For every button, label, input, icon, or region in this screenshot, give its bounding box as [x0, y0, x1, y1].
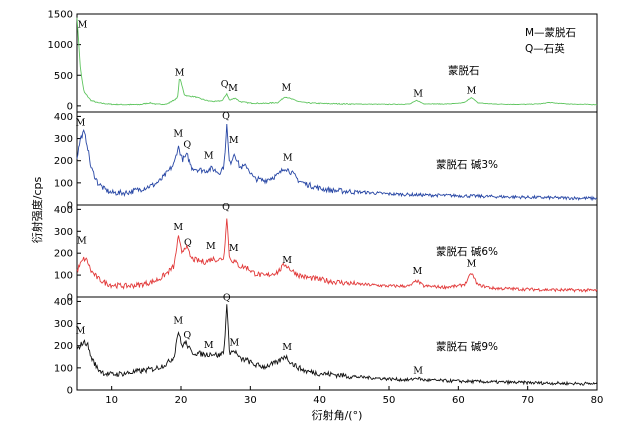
peak-label-3-4: Q: [223, 292, 231, 303]
peak-label-2-0: M: [77, 235, 87, 246]
y-tick-label-1-1: 100: [54, 178, 73, 189]
x-axis: 10 20 30 40 50 60 70 80: [105, 386, 603, 406]
series-line-0: [76, 17, 598, 106]
panel-label-0: 蒙脱石: [448, 64, 480, 77]
peak-label-0-6: M: [467, 86, 477, 97]
y-tick-label-0-1: 500: [54, 71, 73, 82]
peak-label-1-2: Q: [183, 139, 191, 150]
x-tick-label-4: 50: [383, 395, 396, 406]
y-tick-label-0-0: 0: [67, 101, 73, 112]
y-tick-label-3-1: 100: [54, 363, 73, 374]
peak-label-3-5: M: [230, 338, 240, 349]
y-tick-label-2-2: 200: [54, 249, 73, 260]
panel-label-2: 蒙脱石 碱6%: [436, 245, 498, 258]
peak-label-1-1: M: [173, 128, 183, 139]
panel-label-1: 蒙脱石 碱3%: [436, 158, 498, 171]
peak-label-0-1: M: [175, 67, 185, 78]
y-tick-label-3-3: 300: [54, 319, 73, 330]
x-tick-label-6: 70: [521, 395, 534, 406]
peak-label-0-2: Q: [221, 79, 229, 90]
peak-label-1-4: Q: [222, 111, 230, 122]
y-tick-label-2-1: 100: [54, 271, 73, 282]
panel-frame-0: [76, 13, 598, 113]
peak-label-2-7: M: [413, 266, 423, 277]
peak-label-0-4: M: [282, 82, 292, 93]
peak-label-0-0: M: [78, 19, 88, 30]
y-axis-title: 衍射强度/cps: [30, 176, 44, 243]
peak-label-3-3: M: [204, 340, 214, 351]
peak-label-3-0: M: [76, 326, 86, 337]
peak-label-2-8: M: [467, 258, 477, 269]
series-line-3: [76, 304, 598, 386]
y-tick-label-1-2: 200: [54, 156, 73, 167]
y-tick-label-3-4: 400: [54, 297, 73, 308]
y-tick-label-1-3: 300: [54, 134, 73, 145]
peak-label-0-3: M: [228, 83, 238, 94]
peak-label-3-1: M: [173, 316, 183, 327]
x-tick-label-2: 30: [244, 395, 257, 406]
peak-label-1-5: M: [229, 135, 239, 146]
panel-label-3: 蒙脱石 碱9%: [436, 340, 498, 353]
x-axis-title: 衍射角/(°): [312, 408, 363, 422]
legend-entry-quartz: Q—石英: [525, 42, 565, 55]
x-tick-label-0: 10: [105, 395, 118, 406]
y-tick-label-0-3: 1500: [48, 10, 73, 21]
peak-label-2-1: M: [173, 222, 183, 233]
peak-label-1-0: M: [76, 117, 86, 128]
y-tick-label-1-0: 0: [67, 201, 73, 212]
series-line-1: [76, 123, 598, 201]
peak-label-2-2: Q: [184, 238, 192, 249]
y-tick-label-2-3: 300: [54, 227, 73, 238]
x-tick-label-7: 80: [591, 395, 604, 406]
peak-label-2-5: M: [229, 243, 239, 254]
y-tick-label-3-2: 200: [54, 341, 73, 352]
panel-frame-2: [76, 204, 598, 298]
peak-label-2-3: M: [206, 241, 216, 252]
peak-label-1-6: M: [283, 153, 293, 164]
peak-label-2-6: M: [282, 255, 292, 266]
peak-label-3-6: M: [282, 342, 292, 353]
legend: M—蒙脱石 Q—石英: [525, 26, 576, 55]
y-tick-label-2-0: 0: [67, 293, 73, 304]
peak-label-3-2: Q: [183, 330, 191, 341]
peak-label-1-3: M: [204, 151, 214, 162]
x-tick-label-3: 40: [313, 395, 326, 406]
y-tick-label-3-0: 0: [67, 386, 73, 397]
x-tick-label-1: 20: [175, 395, 188, 406]
x-tick-label-5: 60: [452, 395, 465, 406]
y-tick-label-2-4: 400: [54, 205, 73, 216]
y-tick-label-1-4: 400: [54, 112, 73, 123]
y-tick-label-0-2: 1000: [48, 40, 73, 51]
legend-entry-montmorillonite: M—蒙脱石: [525, 26, 576, 39]
peak-label-0-5: M: [413, 89, 423, 100]
series-line-2: [76, 218, 598, 293]
panel-frame-3: [76, 296, 598, 391]
peak-label-3-7: M: [413, 365, 423, 376]
peak-label-2-4: Q: [222, 202, 230, 213]
